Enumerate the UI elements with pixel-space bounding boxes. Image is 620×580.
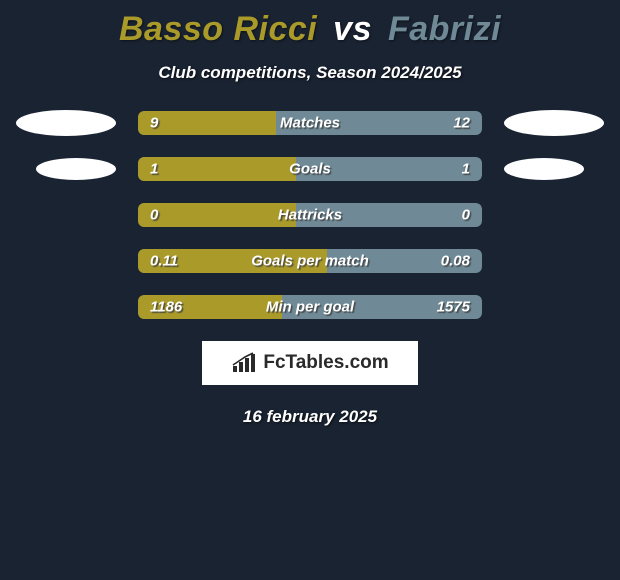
comparison-title: Basso Ricci vs Fabrizi	[0, 0, 620, 49]
stat-value-right: 0.08	[441, 253, 470, 270]
stat-label: Matches	[280, 115, 340, 132]
snapshot-date: 16 february 2025	[0, 407, 620, 427]
stat-value-right: 0	[462, 207, 470, 224]
player2-name: Fabrizi	[388, 10, 501, 48]
stat-value-left: 0	[150, 207, 158, 224]
logo-text: FcTables.com	[263, 352, 388, 374]
stat-bar: 9 12 Matches	[138, 111, 482, 135]
stat-value-left: 9	[150, 115, 158, 132]
stat-value-right: 12	[453, 115, 470, 132]
vs-text: vs	[333, 10, 372, 48]
stat-value-right: 1575	[437, 299, 470, 316]
stat-bar-fill	[138, 157, 296, 181]
stat-label: Min per goal	[266, 299, 354, 316]
stat-row: 1186 1575 Min per goal	[0, 295, 620, 319]
stat-row: 9 12 Matches	[0, 111, 620, 135]
player1-name: Basso Ricci	[119, 10, 317, 48]
stat-bar: 1 1 Goals	[138, 157, 482, 181]
stat-label: Hattricks	[278, 207, 342, 224]
chart-icon	[231, 352, 257, 374]
stat-value-right: 1	[462, 161, 470, 178]
player1-badge	[16, 110, 116, 136]
stat-bar: 0.11 0.08 Goals per match	[138, 249, 482, 273]
stat-value-left: 1186	[150, 299, 182, 316]
stat-bar: 0 0 Hattricks	[138, 203, 482, 227]
stat-value-left: 0.11	[150, 253, 178, 270]
site-logo: FcTables.com	[202, 341, 418, 385]
stat-row: 0.11 0.08 Goals per match	[0, 249, 620, 273]
stat-row: 0 0 Hattricks	[0, 203, 620, 227]
stat-value-left: 1	[150, 161, 158, 178]
stat-label: Goals per match	[251, 253, 369, 270]
stat-bar: 1186 1575 Min per goal	[138, 295, 482, 319]
player2-badge	[504, 158, 584, 180]
player2-badge	[504, 110, 604, 136]
stat-bar-fill	[138, 111, 276, 135]
player1-badge	[36, 158, 116, 180]
stat-bar-fill	[138, 203, 296, 227]
stat-row: 1 1 Goals	[0, 157, 620, 181]
stats-area: 9 12 Matches 1 1 Goals 0 0 Hattricks 0.11 0.08 Goal…	[0, 111, 620, 319]
stat-label: Goals	[289, 161, 331, 178]
subtitle: Club competitions, Season 2024/2025	[0, 63, 620, 83]
